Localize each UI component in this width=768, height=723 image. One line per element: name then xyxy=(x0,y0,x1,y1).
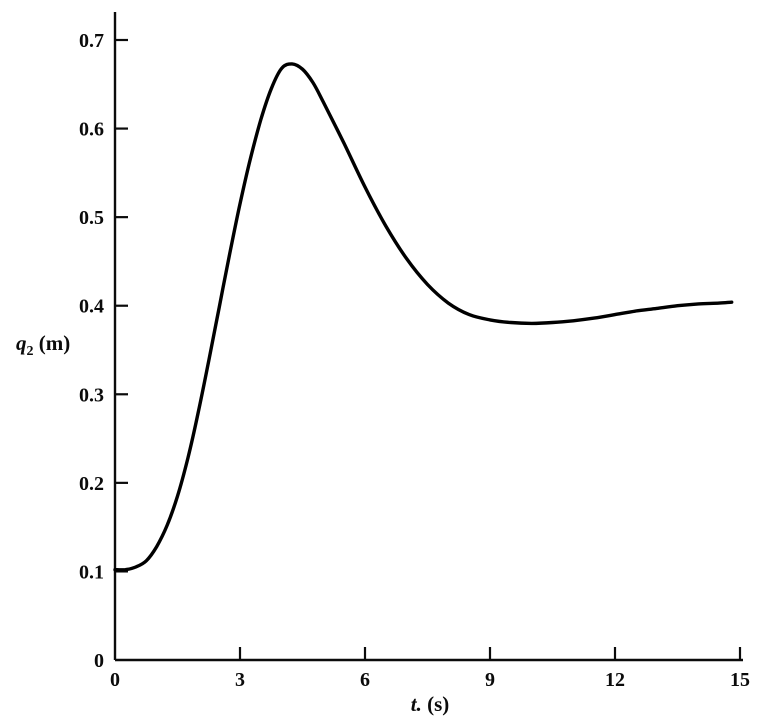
y-axis-variable: q xyxy=(16,331,27,355)
y-tick-label: 0.7 xyxy=(79,30,104,52)
y-tick-label: 0.5 xyxy=(79,207,104,229)
y-tick-label: 0.2 xyxy=(79,473,104,495)
y-tick-label: 0.4 xyxy=(79,296,104,318)
x-axis-unit: (s) xyxy=(421,692,450,716)
y-tick-label: 0.3 xyxy=(79,384,104,406)
y-axis-subscript: 2 xyxy=(26,344,34,360)
y-axis-label: q2 (m) xyxy=(16,331,70,360)
y-tick-label: 0 xyxy=(94,650,104,672)
y-tick-label: 0.1 xyxy=(79,561,104,583)
x-tick-label: 15 xyxy=(730,669,750,691)
y-tick-label: 0.6 xyxy=(79,119,104,141)
x-tick-label: 9 xyxy=(485,669,495,691)
x-tick-label: 0 xyxy=(110,669,120,691)
x-tick-label: 6 xyxy=(360,669,370,691)
x-tick-label: 12 xyxy=(605,669,625,691)
x-tick-label: 3 xyxy=(235,669,245,691)
x-axis-label: t. (s) xyxy=(385,692,475,717)
y-axis-unit: (m) xyxy=(33,331,71,355)
x-axis-variable: t. xyxy=(410,692,422,716)
response-curve xyxy=(113,62,734,572)
